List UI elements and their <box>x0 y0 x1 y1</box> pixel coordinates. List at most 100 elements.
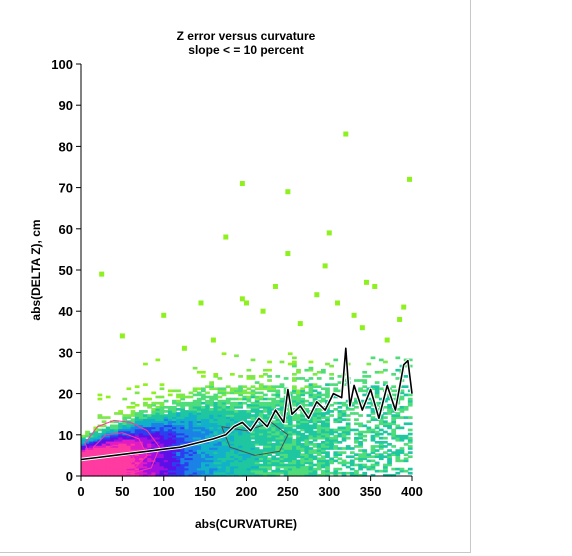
density-cell <box>387 461 392 465</box>
density-cell <box>184 473 190 477</box>
density-cell <box>167 416 173 419</box>
density-cell <box>287 445 293 448</box>
density-cell <box>229 397 235 401</box>
density-cell <box>159 473 165 477</box>
density-cell <box>238 385 243 389</box>
density-cell <box>300 393 306 397</box>
density-cell <box>362 424 368 428</box>
density-cell <box>242 385 248 389</box>
density-cell <box>258 440 264 444</box>
density-cell <box>172 432 177 436</box>
density-cell <box>105 440 111 444</box>
density-cell <box>200 375 206 378</box>
density-cell <box>287 447 293 450</box>
density-cell <box>105 416 111 419</box>
density-cell <box>143 432 148 436</box>
density-cell <box>238 430 243 434</box>
density-cell <box>275 420 281 424</box>
density-cell <box>213 469 219 473</box>
density-cell <box>159 405 165 409</box>
density-cell <box>316 457 322 461</box>
density-cell <box>217 405 223 409</box>
density-cell <box>341 403 347 407</box>
density-cell <box>97 447 103 450</box>
density-cell <box>93 440 99 444</box>
density-cell <box>271 438 277 442</box>
density-cell <box>143 383 148 386</box>
density-cell <box>209 434 214 438</box>
density-cell <box>184 395 190 399</box>
density-cell <box>143 463 148 467</box>
density-cell <box>163 434 169 438</box>
density-cell <box>329 445 334 448</box>
density-cell <box>337 457 343 461</box>
density-cell <box>370 428 376 432</box>
density-cell <box>188 422 194 426</box>
density-cell <box>320 465 326 469</box>
density-cell <box>329 403 334 407</box>
density-cell <box>101 438 107 442</box>
density-cell <box>192 412 198 415</box>
density-cell <box>188 451 194 454</box>
density-cell <box>391 373 397 376</box>
density-cell <box>391 451 397 454</box>
density-cell <box>271 443 277 446</box>
density-cell <box>263 461 268 465</box>
density-cell <box>267 385 272 389</box>
density-cell <box>184 461 190 465</box>
density-cell <box>184 430 190 434</box>
density-cell <box>172 436 177 440</box>
density-cell <box>300 389 306 393</box>
density-cell <box>192 389 198 393</box>
y-tick-label: 100 <box>51 57 73 72</box>
y-axis-label: abs(DELTA Z), cm <box>29 219 43 320</box>
density-cell <box>312 443 318 446</box>
density-cell <box>292 438 297 442</box>
density-cell <box>155 445 161 448</box>
density-cell <box>292 453 297 456</box>
density-cell <box>130 430 136 434</box>
density-cell <box>374 455 380 459</box>
density-cell <box>283 416 289 419</box>
density-cell <box>333 383 339 386</box>
density-cell <box>229 461 235 465</box>
density-cell <box>279 461 285 465</box>
density-cell <box>258 432 264 436</box>
density-cell <box>320 370 326 374</box>
density-cell <box>229 434 235 438</box>
density-cell <box>151 465 157 469</box>
density-cell <box>109 424 115 428</box>
density-cell <box>403 434 409 438</box>
density-cell <box>188 401 194 405</box>
density-cell <box>184 451 190 454</box>
density-cell <box>366 428 372 432</box>
density-cell <box>383 440 388 444</box>
density-cell <box>105 459 111 463</box>
density-cell <box>258 471 264 475</box>
density-cell <box>399 405 405 409</box>
density-cell <box>387 412 392 415</box>
density-cell <box>234 471 239 475</box>
density-cell <box>217 426 223 430</box>
density-cell <box>184 471 190 475</box>
density-cell <box>254 405 260 409</box>
density-cell <box>188 463 194 467</box>
density-cell <box>118 432 123 436</box>
density-cell <box>205 451 210 454</box>
density-cell <box>271 389 277 393</box>
density-cell <box>213 473 219 477</box>
density-cell <box>287 432 293 436</box>
density-cell <box>155 430 161 434</box>
density-cell <box>275 467 281 471</box>
density-cell <box>250 408 256 411</box>
density-cell <box>242 401 248 405</box>
density-cell <box>229 438 235 442</box>
density-cell <box>172 440 177 444</box>
density-cell <box>213 397 219 401</box>
density-cell <box>304 428 310 432</box>
density-cell <box>300 463 306 467</box>
density-cell <box>138 469 144 473</box>
density-cell <box>337 389 343 393</box>
density-cell <box>167 443 173 446</box>
density-cell <box>114 443 119 446</box>
